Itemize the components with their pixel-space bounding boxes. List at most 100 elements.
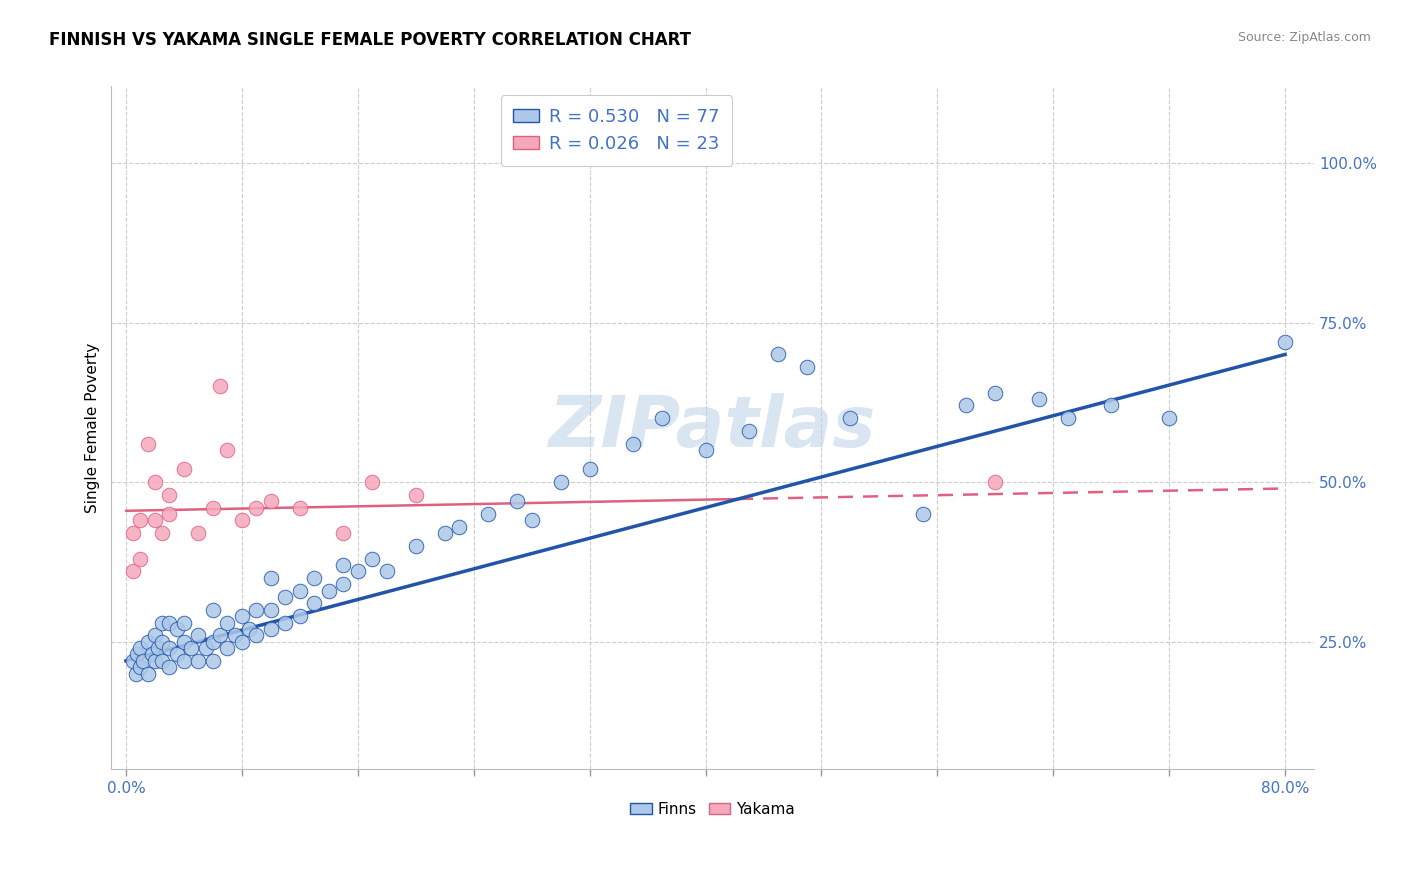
Point	[260, 603, 283, 617]
Point	[201, 654, 224, 668]
Point	[129, 513, 152, 527]
Point	[766, 347, 789, 361]
Point	[361, 475, 384, 489]
Point	[136, 666, 159, 681]
Point	[361, 551, 384, 566]
Point	[405, 488, 427, 502]
Point	[550, 475, 572, 489]
Point	[288, 609, 311, 624]
Point	[143, 654, 166, 668]
Point	[157, 660, 180, 674]
Point	[375, 565, 398, 579]
Point	[1099, 399, 1122, 413]
Point	[150, 654, 173, 668]
Point	[122, 654, 145, 668]
Point	[217, 615, 239, 630]
Point	[132, 654, 155, 668]
Text: FINNISH VS YAKAMA SINGLE FEMALE POVERTY CORRELATION CHART: FINNISH VS YAKAMA SINGLE FEMALE POVERTY …	[49, 31, 692, 49]
Point	[150, 634, 173, 648]
Point	[984, 475, 1007, 489]
Point	[194, 640, 217, 655]
Point	[231, 609, 253, 624]
Text: ZIPatlas: ZIPatlas	[550, 393, 876, 462]
Point	[217, 443, 239, 458]
Point	[201, 634, 224, 648]
Point	[955, 399, 977, 413]
Point	[839, 411, 862, 425]
Point	[143, 475, 166, 489]
Point	[231, 513, 253, 527]
Point	[136, 634, 159, 648]
Point	[122, 526, 145, 541]
Point	[1028, 392, 1050, 406]
Point	[187, 526, 209, 541]
Point	[201, 500, 224, 515]
Point	[150, 615, 173, 630]
Point	[274, 590, 297, 604]
Point	[260, 571, 283, 585]
Point	[245, 500, 267, 515]
Point	[143, 513, 166, 527]
Point	[157, 488, 180, 502]
Point	[1056, 411, 1078, 425]
Point	[984, 385, 1007, 400]
Point	[288, 500, 311, 515]
Point	[231, 634, 253, 648]
Point	[578, 462, 600, 476]
Point	[166, 648, 188, 662]
Point	[1159, 411, 1181, 425]
Point	[274, 615, 297, 630]
Point	[332, 577, 354, 591]
Point	[260, 622, 283, 636]
Point	[911, 507, 934, 521]
Point	[449, 520, 471, 534]
Point	[695, 443, 717, 458]
Point	[143, 628, 166, 642]
Point	[209, 379, 232, 393]
Point	[433, 526, 456, 541]
Point	[166, 622, 188, 636]
Point	[157, 640, 180, 655]
Point	[245, 628, 267, 642]
Point	[332, 526, 354, 541]
Point	[346, 565, 368, 579]
Point	[477, 507, 499, 521]
Point	[129, 551, 152, 566]
Point	[136, 437, 159, 451]
Point	[304, 596, 326, 610]
Point	[651, 411, 673, 425]
Point	[157, 615, 180, 630]
Legend: Finns, Yakama: Finns, Yakama	[624, 796, 801, 823]
Point	[201, 603, 224, 617]
Point	[238, 622, 260, 636]
Point	[332, 558, 354, 572]
Point	[150, 526, 173, 541]
Point	[217, 640, 239, 655]
Point	[173, 462, 195, 476]
Y-axis label: Single Female Poverty: Single Female Poverty	[86, 343, 100, 513]
Point	[796, 360, 818, 375]
Point	[288, 583, 311, 598]
Point	[125, 666, 148, 681]
Point	[122, 565, 145, 579]
Point	[621, 437, 644, 451]
Point	[173, 634, 195, 648]
Point	[738, 424, 761, 438]
Point	[1274, 334, 1296, 349]
Point	[173, 615, 195, 630]
Point	[141, 648, 163, 662]
Point	[224, 628, 246, 642]
Point	[129, 660, 152, 674]
Point	[304, 571, 326, 585]
Point	[180, 640, 202, 655]
Point	[173, 654, 195, 668]
Point	[127, 648, 149, 662]
Point	[129, 640, 152, 655]
Point	[157, 507, 180, 521]
Point	[405, 539, 427, 553]
Point	[187, 628, 209, 642]
Point	[260, 494, 283, 508]
Point	[209, 628, 232, 642]
Point	[520, 513, 543, 527]
Point	[506, 494, 529, 508]
